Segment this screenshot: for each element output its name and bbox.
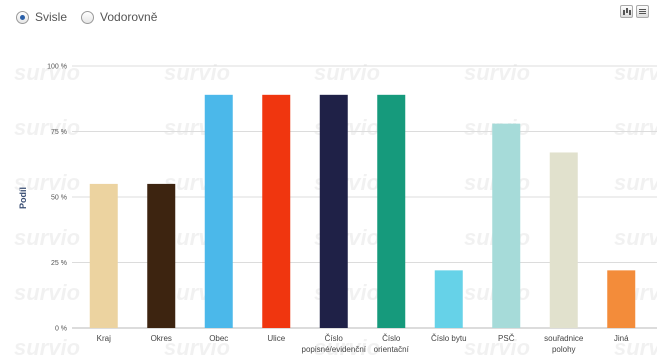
watermark-text: survio (314, 335, 380, 357)
y-tick-label: 75 % (51, 129, 67, 136)
y-tick-label: 100 % (47, 64, 67, 71)
watermark-text: survio (614, 60, 657, 85)
bar[interactable] (492, 123, 521, 328)
watermark-text: survio (464, 60, 530, 85)
bar[interactable] (607, 270, 636, 328)
x-tick-label: Jiná (614, 334, 629, 343)
horizontal-option[interactable]: Vodorovně (81, 10, 157, 24)
bar[interactable] (204, 94, 233, 328)
y-tick-label: 50 % (51, 195, 67, 202)
watermark-text: survio (14, 60, 80, 85)
bar[interactable] (434, 270, 463, 328)
bar-chart-icon[interactable] (620, 5, 633, 18)
bars (89, 94, 636, 328)
category-labels: Kraj Okres Obec Ulice Číslo popisné/evidenční… (97, 334, 630, 354)
vertical-radio[interactable] (16, 10, 29, 24)
watermark-text: survio (14, 280, 80, 305)
watermark-text: survio (164, 60, 230, 85)
y-axis-label: Podíl (18, 187, 28, 209)
watermark-text: survio (14, 335, 80, 357)
horizontal-label: Vodorovně (100, 10, 158, 24)
horizontal-radio[interactable] (81, 10, 95, 24)
watermark-text: survio (314, 60, 380, 85)
watermark-text: survio (14, 115, 80, 140)
x-tick-label: polohy (552, 345, 576, 354)
vertical-option[interactable]: Svisle (16, 10, 67, 24)
watermark-text: survio (614, 225, 657, 250)
watermark-text: survio (464, 335, 530, 357)
watermark-text: survio (614, 170, 657, 195)
vertical-label: Svisle (35, 10, 68, 24)
bar[interactable] (377, 94, 406, 328)
bar[interactable] (147, 183, 176, 328)
bar[interactable] (262, 94, 291, 328)
orientation-toggle: Svisle Vodorovně (16, 10, 165, 24)
watermark-text: survio (614, 115, 657, 140)
bar[interactable] (89, 183, 118, 328)
chart-tools (620, 5, 649, 18)
x-tick-label: popisné/evidenční (302, 345, 367, 354)
x-tick-label: Okres (151, 334, 172, 343)
watermark-text: survio (614, 335, 657, 357)
y-tick-label: 0 % (55, 326, 67, 333)
y-tick-label: 25 % (51, 260, 67, 267)
x-tick-label: PSČ (498, 334, 515, 343)
watermark-text: survio (164, 335, 230, 357)
x-tick-label: Obec (209, 334, 228, 343)
table-view-icon[interactable] (636, 5, 649, 18)
x-tick-label: Ulice (267, 334, 285, 343)
x-tick-label: orientační (374, 345, 410, 354)
watermark-text: survio (14, 170, 80, 195)
x-tick-label: souřadnice (544, 334, 584, 343)
x-tick-label: Kraj (97, 334, 111, 343)
bar[interactable] (319, 94, 348, 328)
x-tick-label: Číslo bytu (431, 334, 467, 343)
watermark-text: survio (14, 225, 80, 250)
x-tick-label: Číslo (325, 334, 344, 343)
bar[interactable] (549, 152, 578, 328)
x-tick-label: Číslo (382, 334, 401, 343)
